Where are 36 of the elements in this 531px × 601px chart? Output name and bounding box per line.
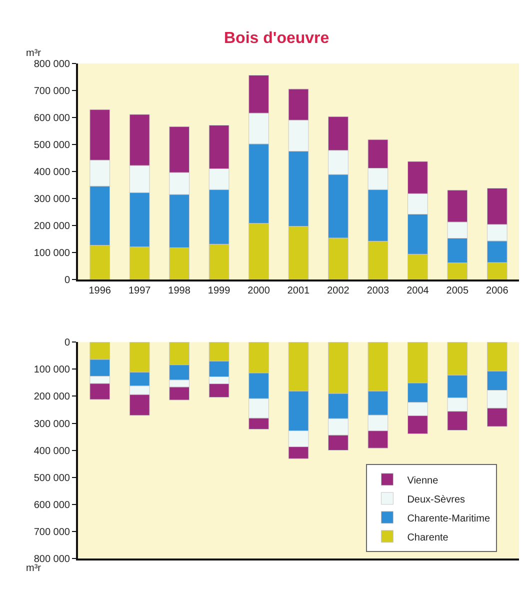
legend-label: Deux-Sèvres	[407, 494, 466, 506]
x-tick-label: 1999	[208, 286, 231, 297]
legend-label: Vienne	[407, 475, 439, 486]
x-tick-label: 2001	[287, 286, 310, 297]
x-tick-label: 1996	[88, 286, 112, 297]
y-tick-label: 0	[64, 275, 70, 286]
legend-label: Charente-Maritime	[407, 513, 490, 524]
y-tick-label: 300 000	[34, 194, 70, 206]
y-tick-label: 500 000	[34, 140, 70, 151]
y-tick-label: 400 000	[34, 446, 70, 457]
y-tick-label: 200 000	[34, 221, 70, 232]
y-tick-label: 600 000	[34, 112, 70, 124]
y-tick-label: 700 000	[34, 86, 70, 97]
x-tick-label: 1997	[128, 286, 152, 297]
x-tick-label: 2006	[486, 286, 509, 297]
chart-title: Bois d'oeuvre	[224, 30, 330, 47]
y-tick-label: 100 000	[34, 248, 70, 260]
x-tick-label: 2002	[327, 286, 350, 297]
y-tick-label: 800 000	[34, 554, 70, 565]
legend-label: Charente	[407, 532, 449, 544]
y-axis-title: m³r	[26, 48, 42, 59]
x-tick-label: 2005	[446, 286, 469, 297]
y-tick-label: 400 000	[34, 166, 70, 178]
y-tick-label: 0	[64, 338, 70, 349]
x-tick-label: 2004	[406, 286, 430, 297]
y-axis-title: m³r	[26, 563, 42, 574]
y-tick-label: 100 000	[34, 364, 70, 376]
y-tick-label: 200 000	[34, 392, 70, 403]
y-tick-label: 700 000	[34, 526, 70, 538]
y-tick-label: 500 000	[34, 472, 70, 484]
x-tick-label: 1998	[168, 286, 191, 297]
y-tick-label: 600 000	[34, 500, 70, 511]
x-tick-label: 2000	[248, 286, 270, 297]
y-tick-label: 800 000	[34, 58, 70, 70]
y-tick-label: 300 000	[34, 418, 70, 430]
x-tick-label: 2003	[366, 286, 390, 297]
